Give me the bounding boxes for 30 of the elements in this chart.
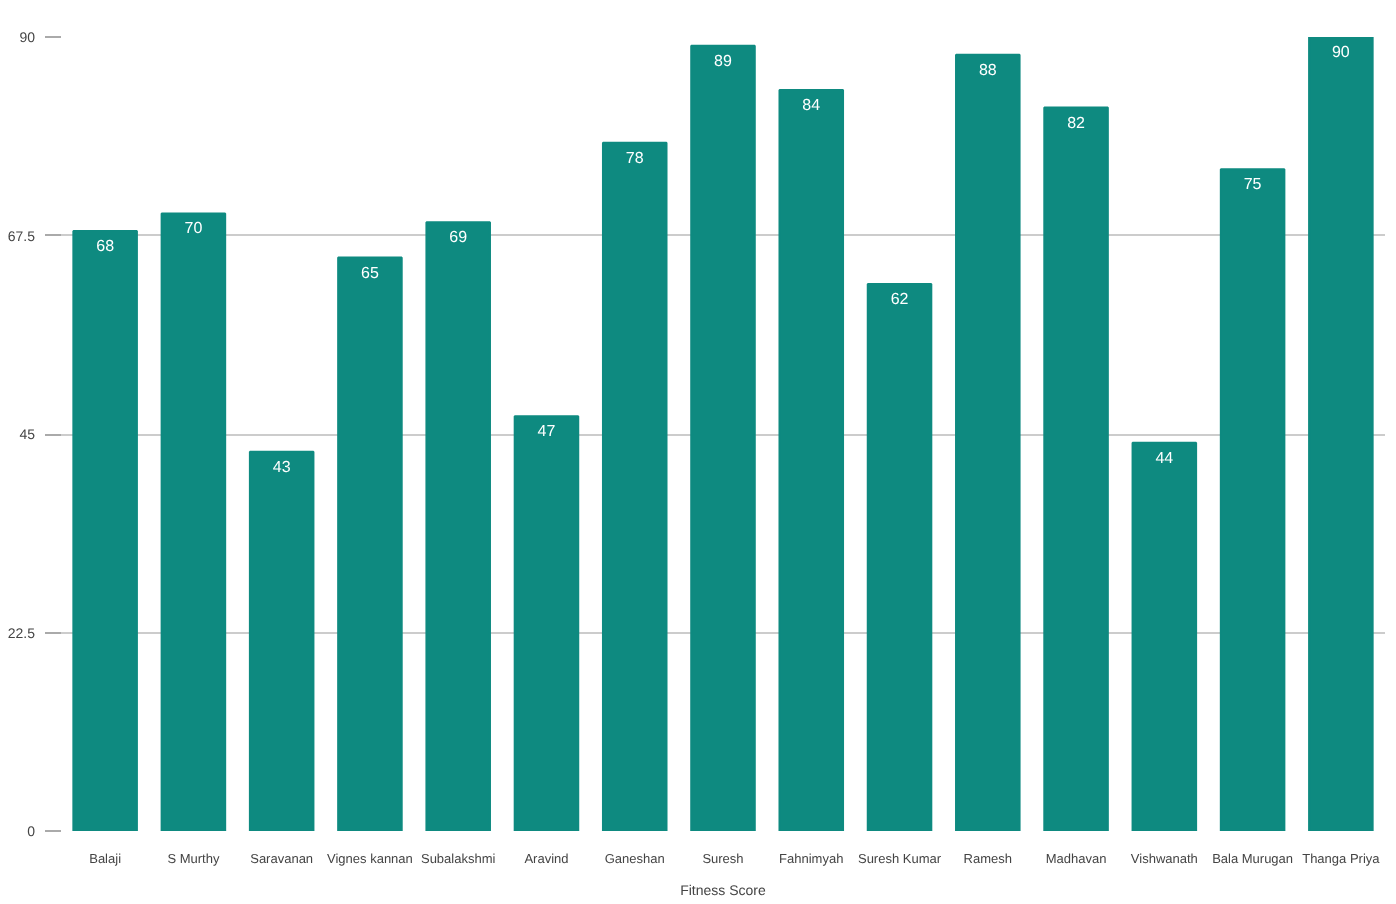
data-label: 78 [625,148,645,167]
bar [72,230,138,831]
data-label: 82 [1067,113,1087,132]
data-label: 88 [978,60,998,79]
bar [1308,37,1374,831]
data-label: 84 [802,95,822,114]
bar [1043,106,1109,831]
bar [601,141,668,831]
data-label: 44 [1155,448,1175,467]
data-label: 62 [890,290,910,309]
bar [955,53,1021,831]
bar [513,415,580,831]
data-label: 90 [1331,43,1351,61]
bar [160,212,227,831]
bar [425,221,491,831]
bar [1219,168,1286,831]
data-label: 43 [272,457,292,476]
bar [778,88,845,831]
data-label: 75 [1243,175,1263,194]
data-label: 70 [184,219,204,238]
data-label: 47 [537,422,557,441]
bar [690,44,756,831]
bar [1131,441,1198,831]
data-label: 69 [449,228,469,247]
bar [866,283,933,831]
bar [248,450,315,831]
data-label: 65 [361,263,380,282]
data-label: 68 [96,237,116,256]
data-label: 89 [714,51,733,70]
bar [337,256,403,831]
